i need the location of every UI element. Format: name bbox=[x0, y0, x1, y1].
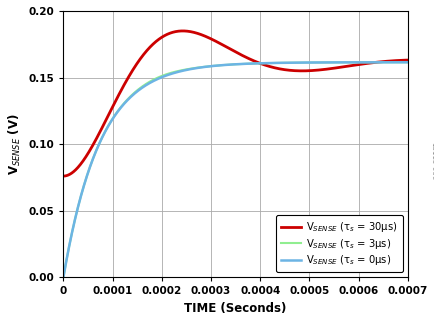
V$_{SENSE}$ (τ$_s$ = 3μs) bbox=[120, 102, 125, 106]
V$_{SENSE}$ (τ$_s$ = 30μs) bbox=[120, 85, 125, 89]
Line: V$_{SENSE}$ (τ$_s$ = 3μs): V$_{SENSE}$ (τ$_s$ = 3μs) bbox=[63, 62, 407, 278]
V$_{SENSE}$ (τ$_s$ = 0μs) bbox=[100, 135, 105, 138]
V$_{SENSE}$ (τ$_s$ = 0μs) bbox=[207, 64, 213, 68]
V$_{SENSE}$ (τ$_s$ = 3μs) bbox=[398, 60, 403, 64]
V$_{SENSE}$ (τ$_s$ = 3μs) bbox=[404, 60, 410, 64]
V$_{SENSE}$ (τ$_s$ = 30μs) bbox=[404, 58, 410, 62]
V$_{SENSE}$ (τ$_s$ = 30μs) bbox=[207, 37, 213, 41]
V$_{SENSE}$ (τ$_s$ = 30μs) bbox=[193, 31, 198, 35]
Y-axis label: V$_{SENSE}$ (V): V$_{SENSE}$ (V) bbox=[7, 113, 23, 175]
V$_{SENSE}$ (τ$_s$ = 0μs) bbox=[398, 60, 403, 64]
V$_{SENSE}$ (τ$_s$ = 0μs) bbox=[120, 103, 125, 107]
V$_{SENSE}$ (τ$_s$ = 3μs) bbox=[192, 66, 197, 70]
V$_{SENSE}$ (τ$_s$ = 0μs) bbox=[192, 66, 197, 70]
V$_{SENSE}$ (τ$_s$ = 0μs) bbox=[61, 276, 66, 279]
V$_{SENSE}$ (τ$_s$ = 3μs) bbox=[100, 134, 105, 138]
V$_{SENSE}$ (τ$_s$ = 30μs) bbox=[361, 62, 366, 66]
V$_{SENSE}$ (τ$_s$ = 3μs) bbox=[361, 61, 366, 64]
V$_{SENSE}$ (τ$_s$ = 3μs) bbox=[61, 276, 66, 279]
Line: V$_{SENSE}$ (τ$_s$ = 0μs): V$_{SENSE}$ (τ$_s$ = 0μs) bbox=[63, 62, 407, 278]
V$_{SENSE}$ (τ$_s$ = 30μs) bbox=[100, 125, 105, 128]
Legend: V$_{SENSE}$ (τ$_s$ = 30μs), V$_{SENSE}$ (τ$_s$ = 3μs), V$_{SENSE}$ (τ$_s$ = 0μs): V$_{SENSE}$ (τ$_s$ = 30μs), V$_{SENSE}$ … bbox=[276, 215, 402, 272]
V$_{SENSE}$ (τ$_s$ = 0μs) bbox=[361, 61, 366, 64]
V$_{SENSE}$ (τ$_s$ = 30μs) bbox=[180, 29, 185, 33]
X-axis label: TIME (Seconds): TIME (Seconds) bbox=[184, 302, 286, 315]
Line: V$_{SENSE}$ (τ$_s$ = 30μs): V$_{SENSE}$ (τ$_s$ = 30μs) bbox=[63, 31, 407, 176]
V$_{SENSE}$ (τ$_s$ = 30μs) bbox=[61, 174, 66, 178]
V$_{SENSE}$ (τ$_s$ = 0μs) bbox=[404, 60, 410, 64]
V$_{SENSE}$ (τ$_s$ = 3μs) bbox=[207, 64, 213, 68]
V$_{SENSE}$ (τ$_s$ = 30μs) bbox=[398, 58, 403, 62]
Text: 13115-006: 13115-006 bbox=[429, 142, 434, 180]
